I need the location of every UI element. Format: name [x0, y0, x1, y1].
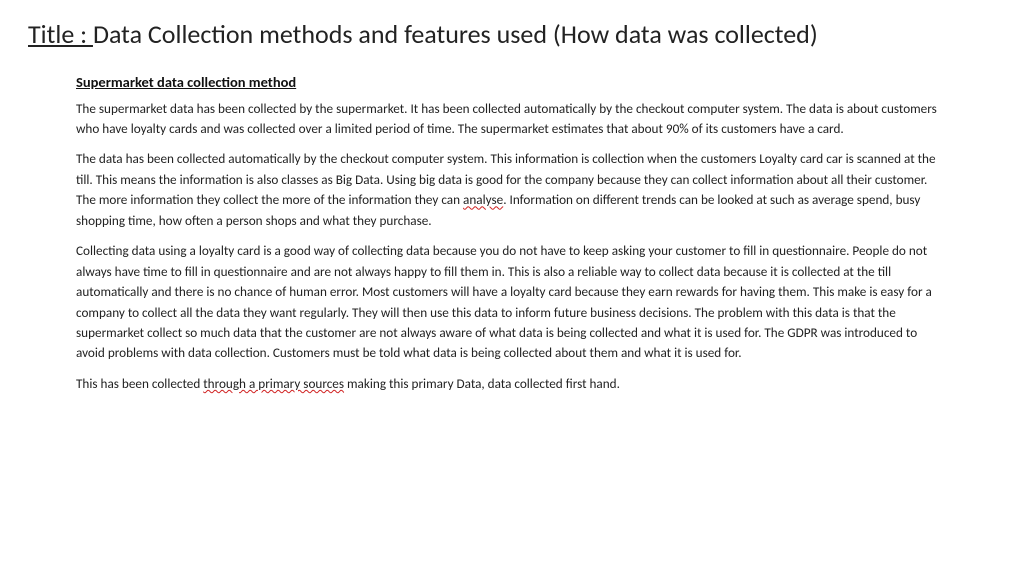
content-body: Supermarket data collection method The s…	[28, 73, 996, 395]
paragraph-3: Collecting data using a loyalty card is …	[76, 241, 948, 364]
title-text: Data Collection methods and features use…	[93, 18, 818, 50]
paragraph-1: The supermarket data has been collected …	[76, 99, 948, 140]
page-title: Title : Data Collection methods and feat…	[28, 18, 996, 51]
paragraph-2: The data has been collected automaticall…	[76, 149, 948, 231]
spelling-error-analyse: analyse	[463, 191, 503, 208]
paragraph-4: This has been collected through a primar…	[76, 374, 948, 394]
p4-part-a: This has been collected	[76, 375, 203, 392]
p4-part-b: making this primary Data, data collected…	[344, 375, 620, 392]
title-label: Title :	[28, 18, 93, 50]
section-heading: Supermarket data collection method	[76, 73, 948, 91]
spelling-error-sources: through a primary sources	[203, 375, 344, 392]
